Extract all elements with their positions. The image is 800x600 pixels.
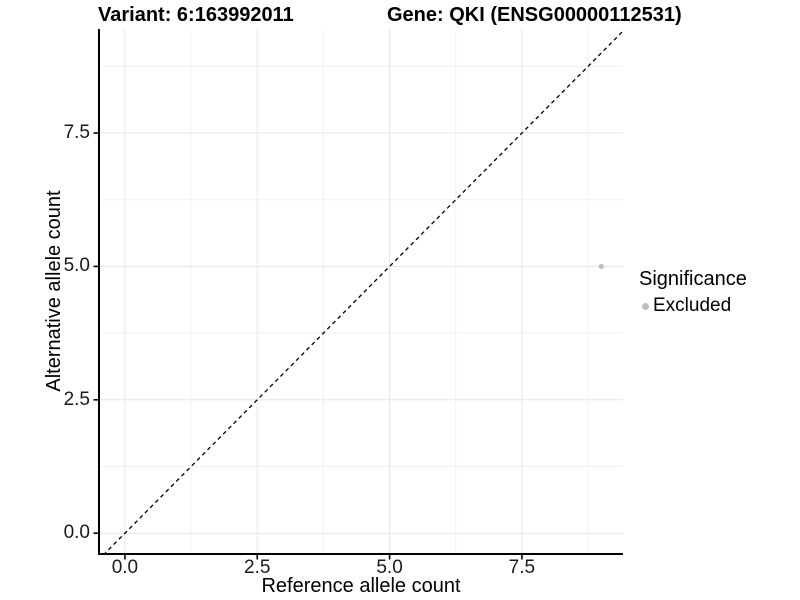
legend-title: Significance xyxy=(639,268,747,290)
y-tick-label: 7.5 xyxy=(63,122,90,144)
plot-title-gene: Gene: QKI (ENSG00000112531) xyxy=(387,4,682,26)
y-tick-label: 2.5 xyxy=(63,388,90,410)
y-tick-label: 5.0 xyxy=(63,255,90,277)
legend-entries: Excluded xyxy=(639,295,747,317)
legend: Significance Excluded xyxy=(639,267,747,317)
x-tick-label: 5.0 xyxy=(376,557,403,578)
plot-panel xyxy=(93,29,623,560)
legend-entry: Excluded xyxy=(642,295,747,317)
x-tick-label: 7.5 xyxy=(508,557,536,578)
identity-reference-line xyxy=(103,30,623,554)
legend-point-icon xyxy=(642,302,649,310)
y-axis-title: Alternative allele count xyxy=(43,190,65,392)
legend-entry-label: Excluded xyxy=(653,295,732,316)
plot-title-variant: Variant: 6:163992011 xyxy=(98,4,294,26)
x-tick-label: 0.0 xyxy=(111,557,139,578)
y-tick-label: 0.0 xyxy=(63,522,90,544)
data-point xyxy=(598,263,604,270)
x-tick-label: 2.5 xyxy=(244,557,271,578)
x-axis-title: Reference allele count xyxy=(261,575,461,597)
